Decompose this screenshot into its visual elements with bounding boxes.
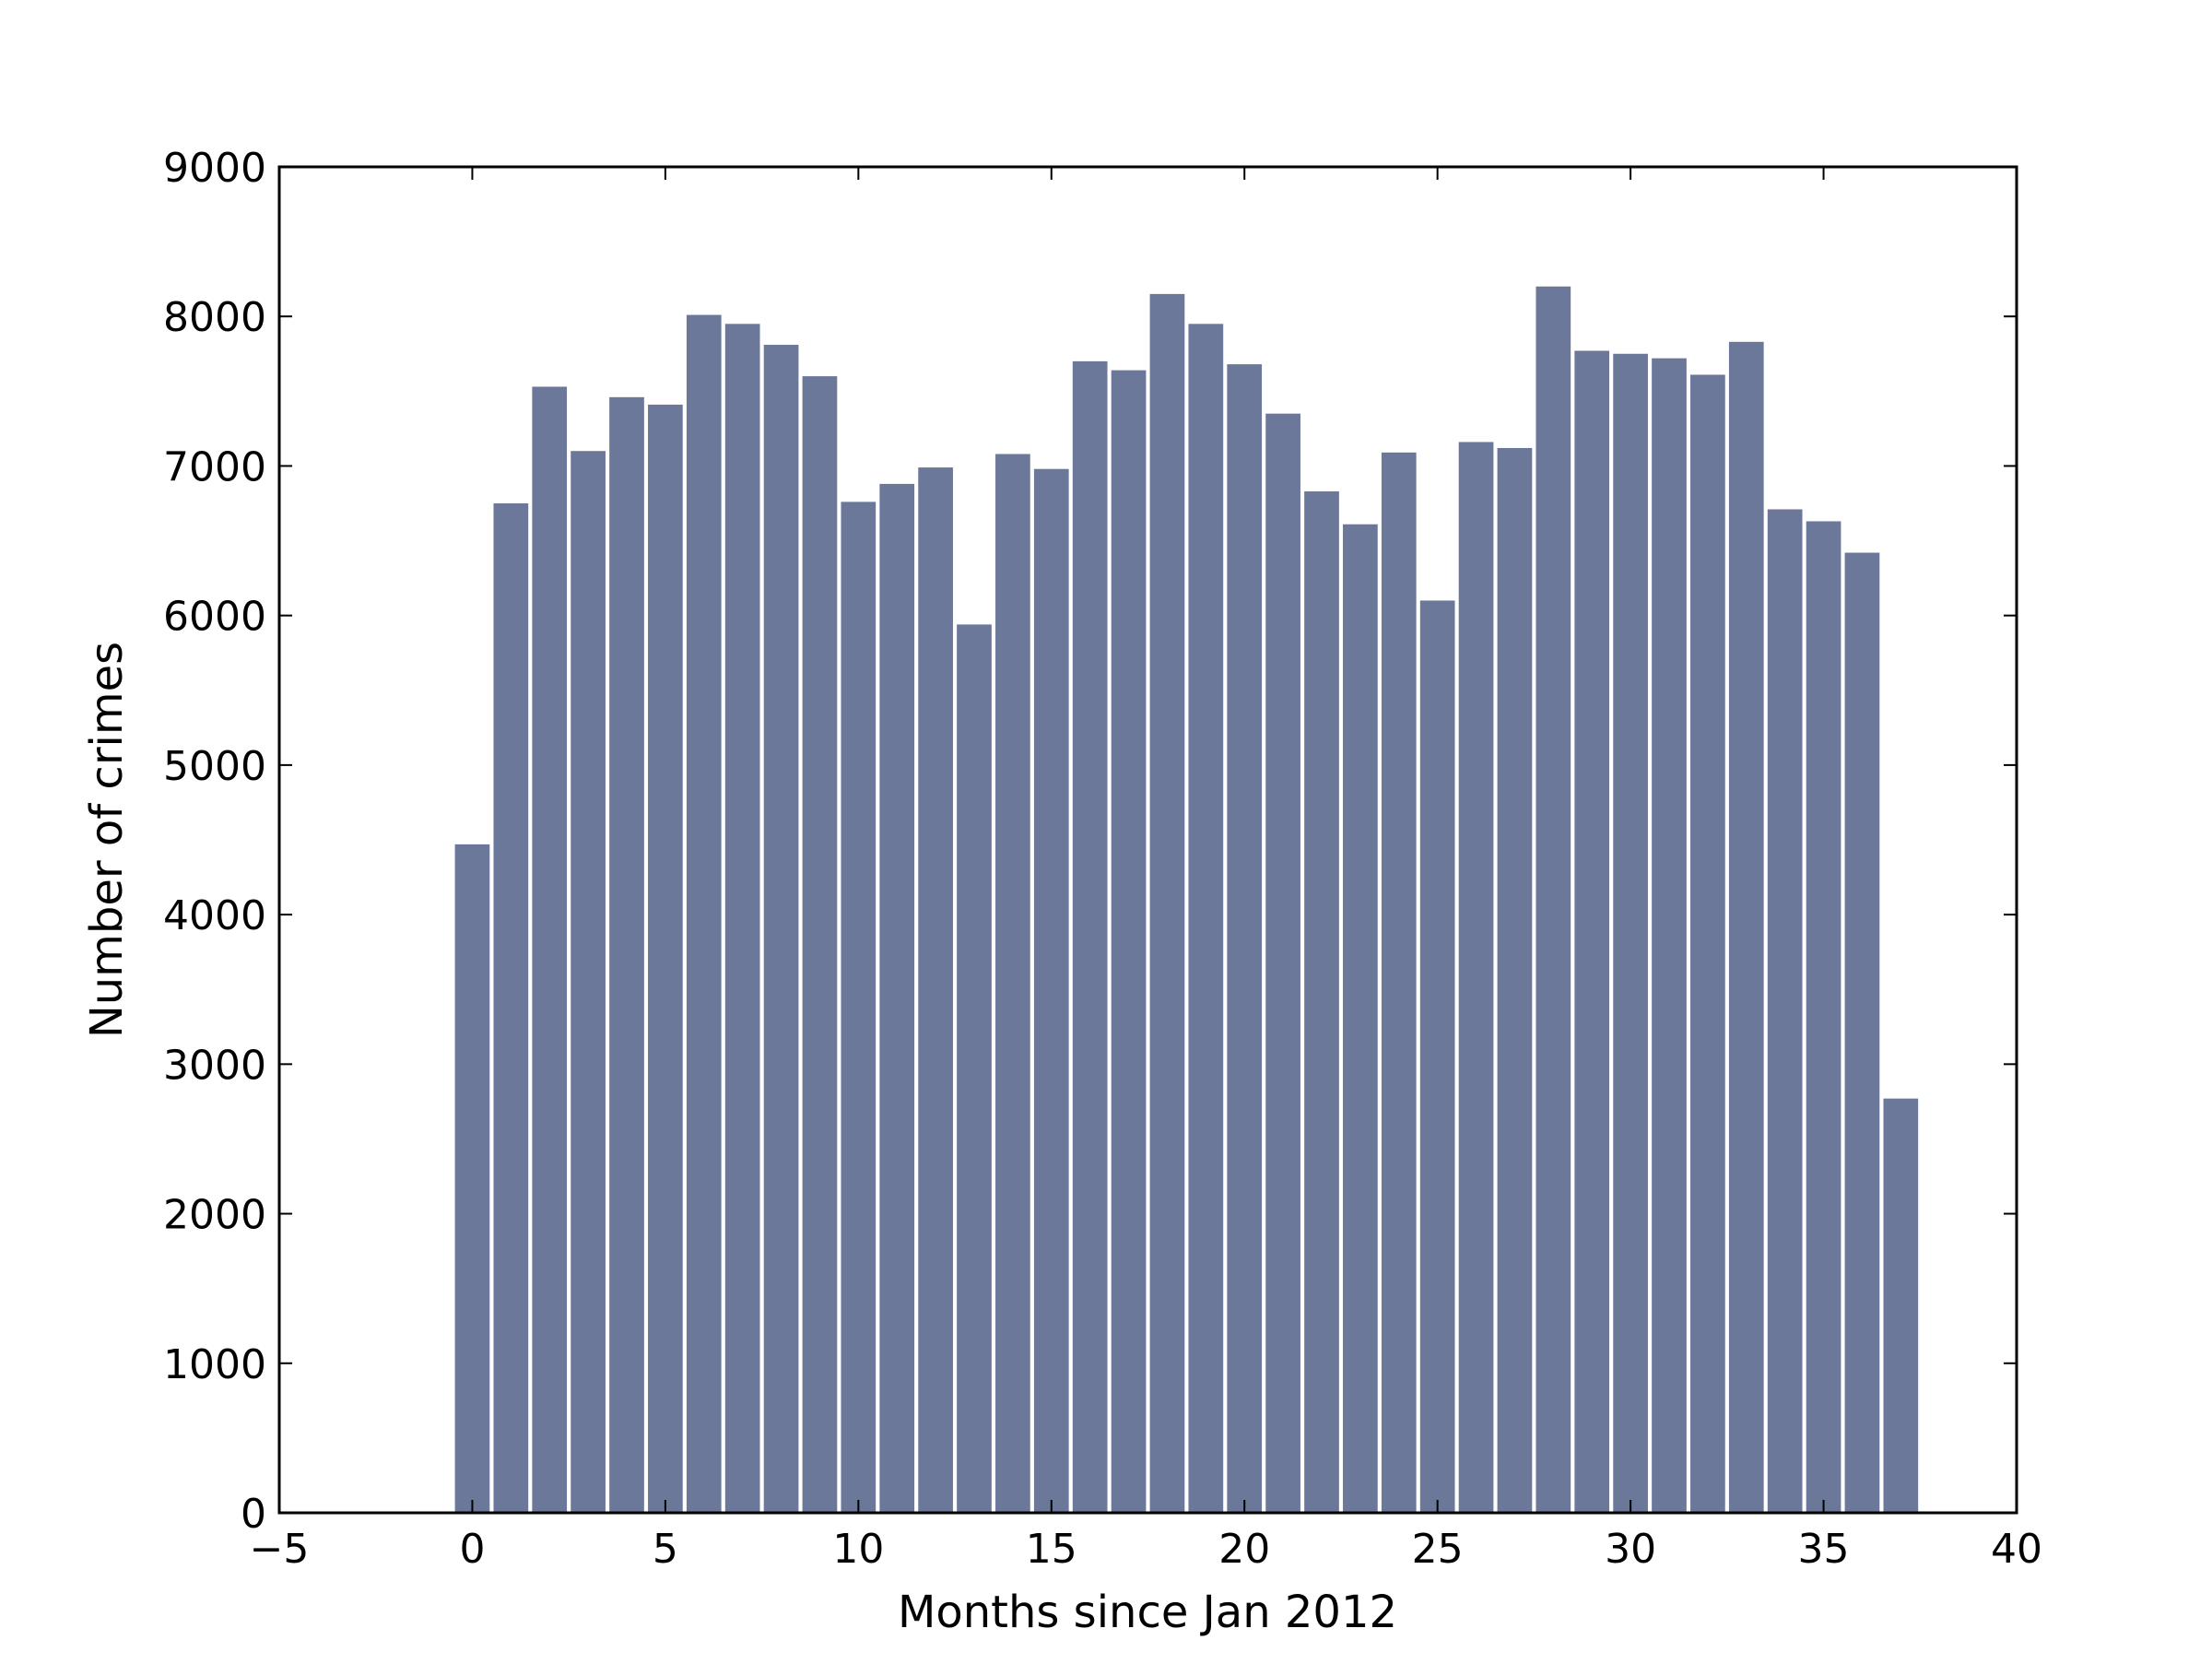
x-tick-label-0: −5 — [250, 1526, 310, 1573]
x-tick-label-6: 25 — [1412, 1526, 1464, 1573]
bar-6 — [686, 314, 722, 1514]
x-tick-label-7: 30 — [1605, 1526, 1656, 1573]
bar-5 — [648, 404, 683, 1514]
bar-1 — [493, 503, 529, 1513]
y-tick-label-3: 3000 — [163, 1042, 266, 1089]
bar-33 — [1728, 341, 1764, 1513]
bar-12 — [918, 467, 953, 1513]
y-tick-label-0: 0 — [241, 1491, 266, 1538]
y-tick-label-6: 6000 — [163, 594, 266, 641]
bar-27 — [1497, 447, 1533, 1514]
bar-30 — [1613, 353, 1648, 1513]
bar-8 — [763, 345, 799, 1513]
x-tick-label-5: 20 — [1218, 1526, 1270, 1573]
bar-21 — [1265, 413, 1300, 1513]
y-tick-label-4: 4000 — [163, 892, 266, 939]
bar-14 — [995, 454, 1030, 1514]
y-tick-label-1: 1000 — [163, 1341, 266, 1388]
plot-frame — [277, 165, 2018, 1515]
x-tick-label-2: 5 — [653, 1526, 678, 1573]
x-axis-label: Months since Jan 2012 — [898, 1587, 1397, 1638]
bar-15 — [1033, 468, 1069, 1514]
bar-20 — [1227, 364, 1263, 1513]
y-tick-label-7: 7000 — [163, 443, 266, 490]
bar-2 — [532, 386, 568, 1514]
bar-9 — [802, 376, 838, 1513]
bar-28 — [1535, 286, 1571, 1513]
bar-17 — [1111, 370, 1147, 1513]
bar-34 — [1767, 509, 1803, 1513]
y-tick-label-2: 2000 — [163, 1192, 266, 1239]
x-tick-label-9: 40 — [1991, 1526, 2042, 1573]
bars-layer — [454, 286, 1919, 1514]
bar-32 — [1690, 374, 1725, 1513]
bar-36 — [1844, 552, 1880, 1513]
bar-37 — [1883, 1098, 1919, 1513]
bar-3 — [571, 451, 606, 1514]
bar-4 — [609, 396, 644, 1513]
ticks-layer: −5 0 5 10 15 20 25 30 35 400100020003000400050006… — [163, 145, 2042, 1573]
bar-13 — [957, 624, 992, 1513]
bar-24 — [1381, 452, 1417, 1514]
bar-18 — [1149, 293, 1185, 1513]
bar-25 — [1419, 600, 1455, 1513]
y-tick-label-9: 9000 — [163, 145, 266, 192]
bar-16 — [1072, 360, 1108, 1513]
bar-29 — [1574, 350, 1610, 1513]
bar-26 — [1458, 442, 1494, 1513]
bar-10 — [841, 502, 877, 1513]
bar-7 — [724, 324, 760, 1514]
bar-19 — [1188, 324, 1224, 1514]
y-axis-label: Number of crimes — [81, 642, 133, 1038]
x-tick-label-3: 10 — [832, 1526, 884, 1573]
x-tick-label-4: 15 — [1026, 1526, 1077, 1573]
bar-22 — [1304, 491, 1339, 1513]
y-tick-label-5: 5000 — [163, 743, 266, 790]
bar-0 — [454, 844, 490, 1513]
y-tick-label-8: 8000 — [163, 294, 266, 341]
bar-35 — [1806, 521, 1841, 1513]
x-tick-label-8: 35 — [1798, 1526, 1850, 1573]
bar-23 — [1343, 524, 1378, 1514]
bar-31 — [1652, 358, 1687, 1513]
bar-11 — [879, 483, 915, 1514]
x-tick-label-1: 0 — [459, 1526, 485, 1573]
